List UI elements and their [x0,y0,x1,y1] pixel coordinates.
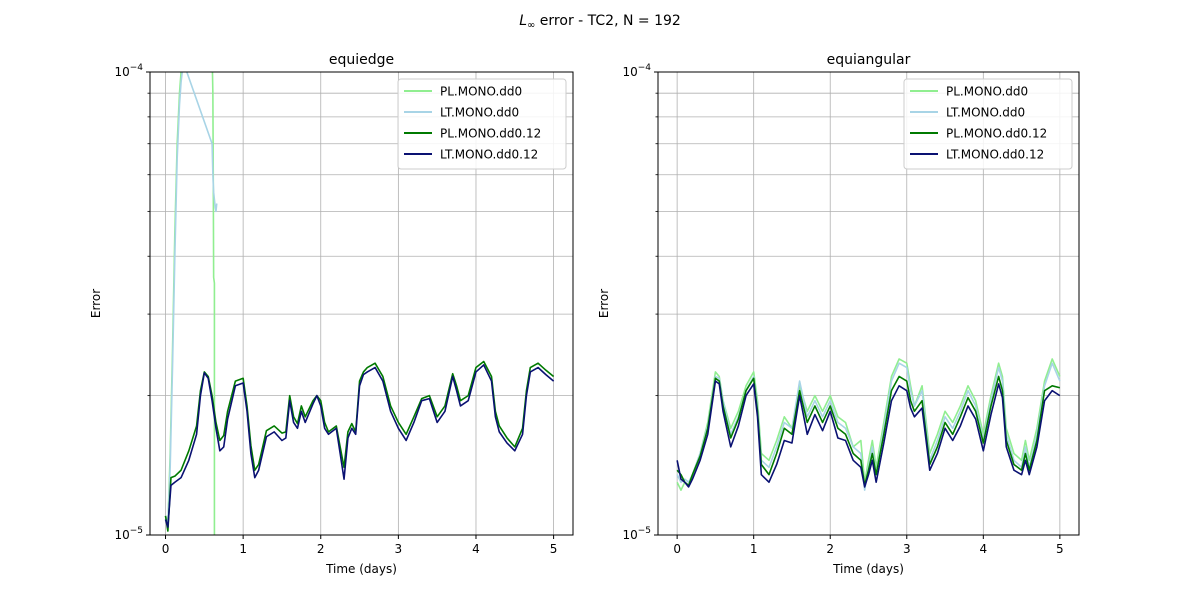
suptitle-infinity: ∞ [527,20,535,31]
figure-suptitle: L∞ error - TC2, N = 192 [519,13,681,31]
y-tick-label: 10−5 [114,526,143,542]
y-tick-exponent: −4 [638,63,652,73]
x-tick-label: 3 [903,542,911,556]
series-line-LT.MONO.dd0.12 [676,380,1061,488]
suptitle-text: error - TC2, N = 192 [535,13,680,29]
y-tick-label: 10−4 [622,63,651,79]
legend-label: PL.MONO.dd0.12 [440,127,541,141]
legend-label: LT.MONO.dd0 [946,106,1025,120]
legend: PL.MONO.dd0 LT.MONO.dd0 PL.MONO.dd0.12 LT.M… [903,78,1073,170]
grid [150,72,573,535]
y-tick-exponent: −5 [638,526,651,536]
x-tick-label: 4 [472,542,480,556]
legend-label: PL.MONO.dd0 [946,85,1028,99]
x-tick-label: 2 [826,542,834,556]
series-group [676,358,1061,491]
legend: PL.MONO.dd0 LT.MONO.dd0 PL.MONO.dd0.12 LT.M… [397,78,567,170]
panel-title: equiedge [329,52,394,68]
x-tick-label: 0 [162,542,170,556]
x-axis-label: Time (days) [832,562,904,576]
x-tick-label: 0 [673,542,681,556]
legend-frame [903,78,1073,170]
x-tick-label: 1 [239,542,247,556]
y-tick-mantissa: 10 [622,528,637,542]
suptitle-l: L [519,13,527,29]
legend-frame [397,78,567,170]
x-tick-label: 2 [317,542,325,556]
y-tick-exponent: −4 [130,63,144,73]
x-axis-label: Time (days) [325,562,397,576]
y-axis-label: Error [597,289,611,318]
x-tick-label: 3 [395,542,403,556]
legend-label: PL.MONO.dd0 [440,85,522,99]
series-line-LT.MONO.dd0.12 [164,364,555,528]
y-tick-mantissa: 10 [114,65,129,79]
axes-frame [657,71,1080,536]
y-axis-label: Error [89,289,103,318]
legend-label: LT.MONO.dd0 [440,106,519,120]
legend-label: PL.MONO.dd0.12 [946,127,1047,141]
x-tick-label: 5 [550,542,558,556]
series-line-PL.MONO.dd0 [676,358,1061,491]
y-tick-label: 10−4 [114,63,143,79]
y-tick-exponent: −5 [130,526,143,536]
panel-title: equiangular [827,52,911,68]
x-tick-label: 5 [1056,542,1064,556]
y-tick-label: 10−5 [622,526,651,542]
series-line-PL.MONO.dd0.12 [676,375,1061,487]
axes-frame [149,71,574,536]
y-tick-mantissa: 10 [622,65,637,79]
legend-label: LT.MONO.dd0.12 [946,148,1044,162]
x-tick-label: 4 [979,542,987,556]
legend-label: LT.MONO.dd0.12 [440,148,538,162]
x-tick-label: 1 [750,542,758,556]
y-tick-mantissa: 10 [114,528,129,542]
series-line-PL.MONO.dd0.12 [164,360,555,532]
